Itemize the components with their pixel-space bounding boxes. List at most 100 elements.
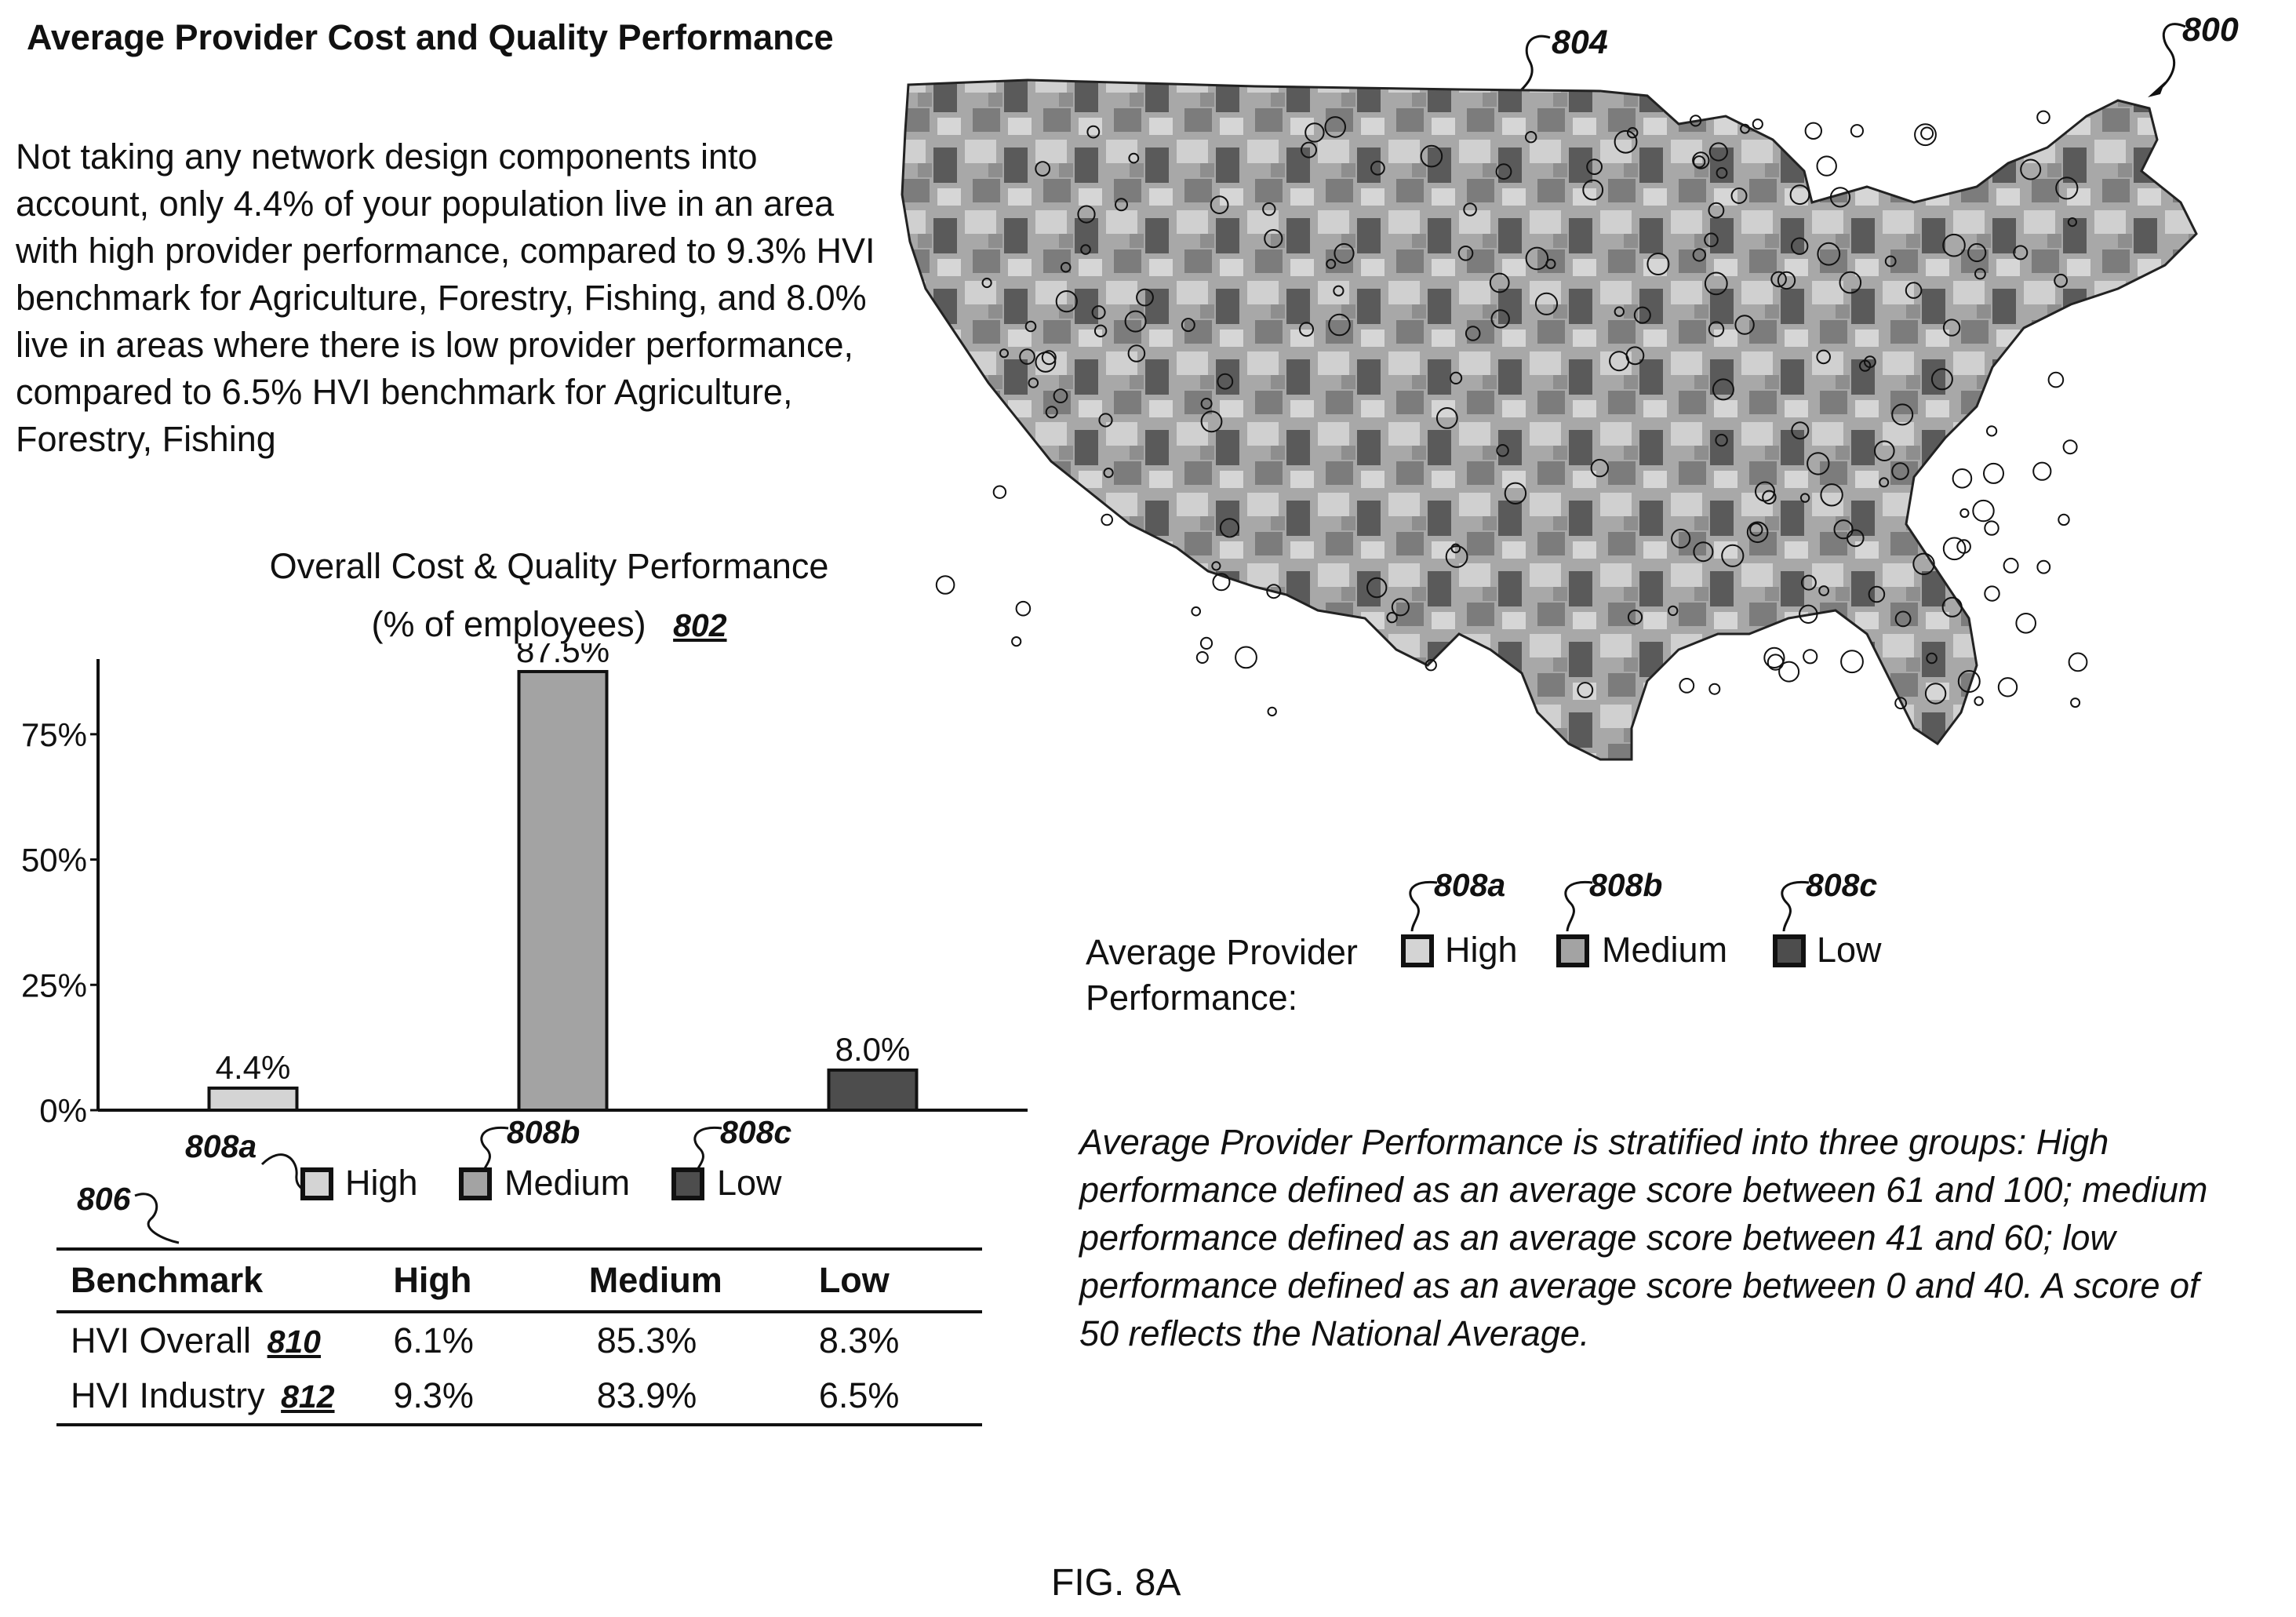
provider-circle (1195, 651, 1209, 664)
provider-circle (1952, 468, 1973, 489)
bar-value-label: 4.4% (216, 1049, 291, 1086)
provider-circle (1817, 242, 1841, 266)
leader-808c-legend (693, 1126, 722, 1173)
provider-circle (1708, 321, 1725, 337)
provider-circle (1435, 407, 1458, 429)
provider-circle (1391, 598, 1410, 617)
legend-ref-808a: 808a (185, 1128, 257, 1164)
provider-circle (1525, 246, 1549, 271)
provider-circle (1582, 179, 1604, 201)
leader-808b-map (1564, 880, 1593, 932)
provider-circle (1974, 696, 1984, 706)
legend-ref-808c: 808c (720, 1114, 792, 1150)
provider-circle (1019, 348, 1035, 365)
provider-circle (1304, 122, 1325, 143)
provider-circle (1804, 122, 1823, 140)
map-ref-804-leader (1517, 35, 1551, 94)
provider-circle (1060, 261, 1072, 273)
provider-circle (1200, 398, 1213, 410)
provider-circle (1692, 151, 1710, 169)
provider-circle (2032, 461, 2052, 481)
map-legend-label-low: Low (1817, 930, 1882, 970)
provider-circle (2068, 652, 2088, 672)
provider-circle (1028, 377, 1039, 388)
map-ref-804: 804 (1552, 24, 1608, 61)
provider-circle (1011, 636, 1022, 647)
provider-circle (1445, 545, 1468, 568)
table-cell-low: 8.3% (818, 1320, 900, 1360)
provider-circle (1791, 421, 1810, 440)
bar-low (827, 1068, 919, 1113)
table-cell-low: 6.5% (818, 1375, 900, 1415)
provider-circle (1200, 410, 1223, 433)
leader-806 (134, 1193, 180, 1244)
legend-swatch-high (300, 1167, 333, 1200)
provider-circle (1217, 373, 1234, 390)
legend-ref-808b: 808b (507, 1114, 580, 1150)
provider-circle (1905, 282, 1923, 299)
map-outline (901, 78, 2198, 761)
provider-circle (1627, 610, 1643, 625)
provider-circle (1334, 242, 1355, 264)
chart-subtitle: (% of employees) (371, 604, 646, 644)
provider-circle (1914, 123, 1937, 147)
provider-circle (1211, 561, 1221, 571)
table-cell-medium: 85.3% (596, 1320, 697, 1360)
provider-circle (1926, 652, 1938, 665)
provider-circle (1942, 319, 1961, 337)
provider-circle (1763, 646, 1785, 669)
provider-circle (1942, 537, 1967, 561)
provider-circle (1799, 604, 1818, 624)
provider-circle (1967, 242, 1987, 263)
figure-ref-800: 800 (2182, 11, 2239, 49)
provider-circle (2070, 697, 2081, 708)
map-legend-label-medium: Medium (1602, 930, 1728, 970)
provider-circle (1450, 371, 1463, 384)
map-legend-title-line1: Average Provider (1086, 932, 1358, 972)
provider-circle (1199, 636, 1213, 650)
provider-circle (1181, 318, 1195, 333)
provider-circle (1891, 462, 1909, 480)
provider-circle (1712, 378, 1734, 401)
y-tick-label: 50% (21, 842, 87, 879)
table-header-row: Benchmark High Medium Low (56, 1249, 982, 1312)
provider-circle (1450, 543, 1461, 554)
provider-circle (1791, 237, 1809, 255)
bar-high (207, 1086, 299, 1113)
chart-legend: 808a High 808b Medium 808c Low (0, 1114, 941, 1255)
map-legend-swatch-high (1401, 934, 1434, 967)
provider-circle (1986, 425, 1998, 437)
provider-circle (1833, 519, 1854, 540)
provider-circle (1734, 315, 1755, 335)
stratification-note: Average Provider Performance is stratifi… (1079, 1122, 2208, 1353)
provider-circle (2055, 177, 2079, 200)
row-name: HVI Industry (71, 1375, 265, 1415)
chart-title: Overall Cost & Quality Performance (269, 546, 829, 586)
bar-chart: 0% 25% 50% 75% 4.4% 87.5% 8.0% (21, 643, 1028, 1129)
provider-circle (2020, 158, 2042, 180)
provider-circle (1924, 683, 1947, 705)
provider-circle (1627, 127, 1639, 139)
provider-circle (1191, 606, 1202, 617)
provider-circle (1692, 248, 1707, 262)
table-header-benchmark: Benchmark (71, 1260, 264, 1300)
provider-circle (1098, 413, 1113, 428)
provider-circle (1879, 477, 1890, 488)
provider-circle (1633, 306, 1651, 324)
table-cell-medium: 83.9% (596, 1375, 697, 1415)
provider-circle (1920, 126, 1934, 140)
provider-circle (1983, 462, 2004, 484)
table-header-high: High (393, 1260, 472, 1300)
provider-circle (1997, 677, 2018, 697)
provider-circle (1324, 116, 1347, 138)
provider-circle (1778, 661, 1800, 683)
provider-circle (1103, 467, 1114, 479)
provider-circle (1891, 403, 1914, 426)
benchmark-table: Benchmark High Medium Low HVI Overall 81… (56, 1247, 982, 1426)
provider-circle (1614, 306, 1625, 317)
provider-circle (1235, 646, 1257, 669)
provider-circle (1266, 584, 1282, 599)
figure-caption: FIG. 8A (1051, 1562, 1181, 1604)
legend-swatch-low (671, 1167, 704, 1200)
provider-circle (1679, 678, 1695, 694)
